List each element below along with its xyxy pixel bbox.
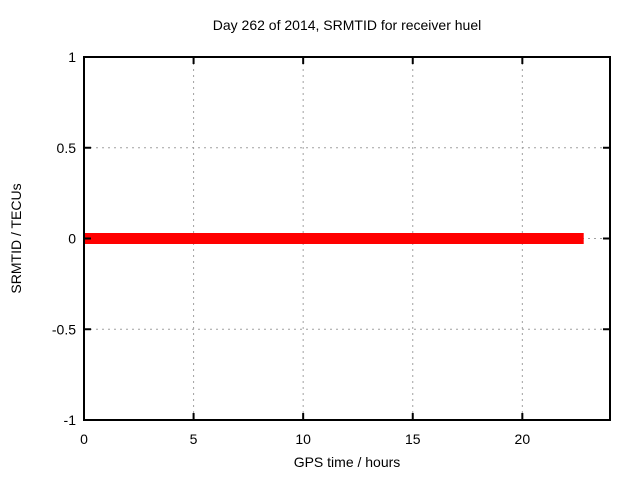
x-tick-label: 0	[80, 431, 88, 447]
y-tick-label: 0	[68, 231, 76, 247]
x-tick-label: 15	[405, 431, 421, 447]
x-tick-label: 5	[190, 431, 198, 447]
x-tick-label: 20	[515, 431, 531, 447]
chart-title: Day 262 of 2014, SRMTID for receiver hue…	[213, 17, 481, 33]
y-tick-label: -0.5	[52, 321, 76, 337]
y-tick-label: -1	[64, 412, 77, 428]
y-tick-label: 1	[68, 49, 76, 65]
y-tick-label: 0.5	[57, 140, 77, 156]
x-axis-label: GPS time / hours	[294, 454, 401, 470]
y-axis-label: SRMTID / TECUs	[8, 183, 24, 293]
plot-border	[83, 56, 611, 421]
x-tick-label: 10	[295, 431, 311, 447]
